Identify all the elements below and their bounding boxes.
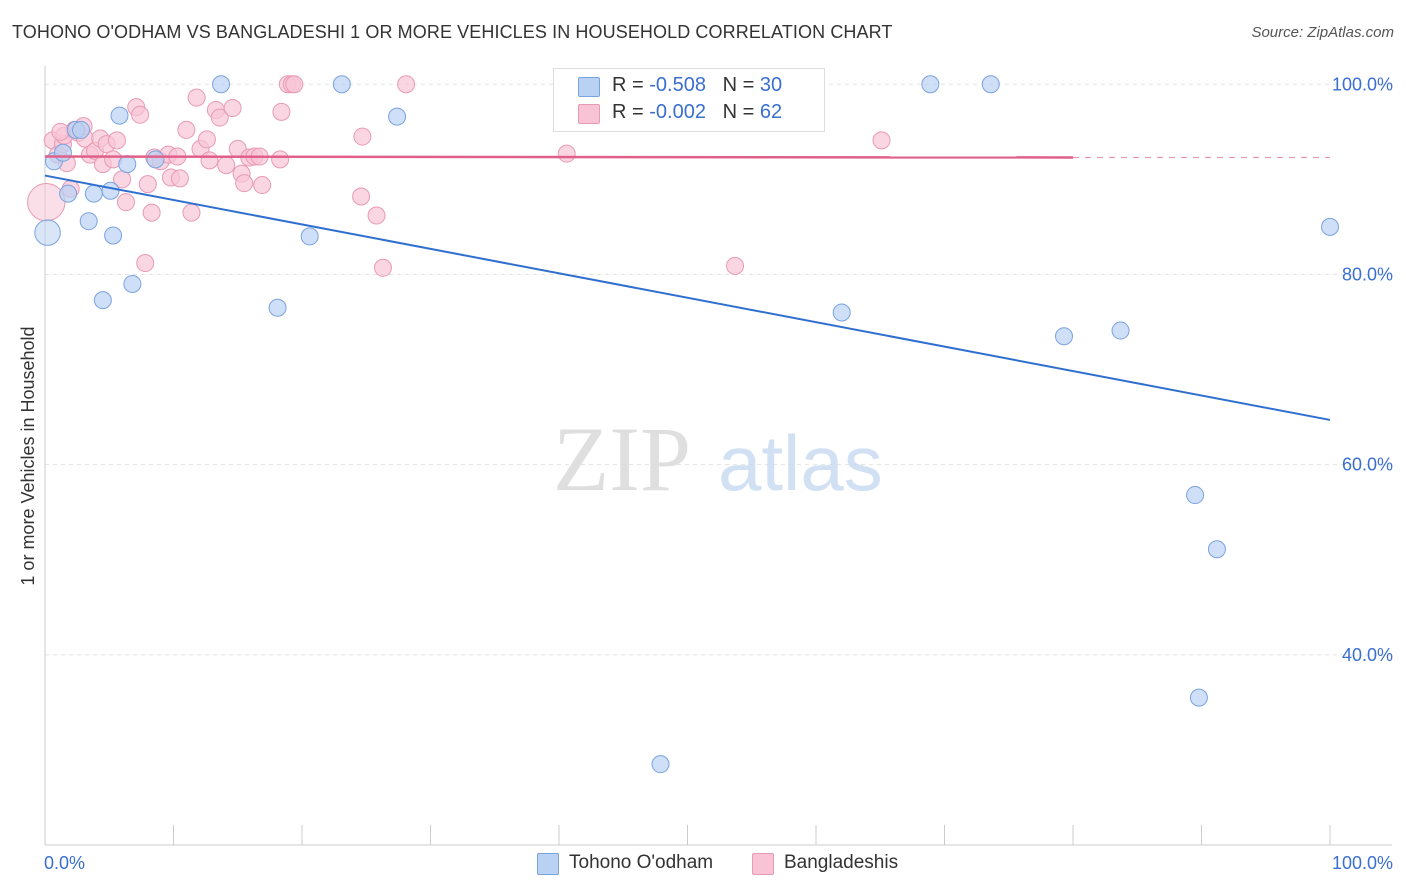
bangladeshi-point xyxy=(27,182,66,222)
chart-title: TOHONO O'ODHAM VS BANGLADESHI 1 OR MORE … xyxy=(12,22,893,42)
bangladeshi-point xyxy=(142,203,161,222)
tohono-point xyxy=(651,755,670,774)
bangladeshi-point xyxy=(51,122,70,141)
bangladeshi-point xyxy=(200,151,219,170)
bangladeshi-point xyxy=(253,176,272,195)
tohono-point xyxy=(93,291,112,310)
tohono-point xyxy=(123,274,142,293)
bangladeshi-point xyxy=(872,131,891,150)
legend-label-bangladeshis: Bangladeshis xyxy=(784,852,899,873)
bangladeshi-point xyxy=(223,99,242,118)
bangladeshi-point xyxy=(557,144,576,163)
tohono-point xyxy=(110,106,129,125)
tohono-point xyxy=(146,150,165,169)
tohono-point xyxy=(332,75,351,94)
bangladeshi-point xyxy=(272,102,291,121)
bangladeshi-point xyxy=(217,156,236,175)
legend-stats-bangladeshi: R = -0.002 N = 62 xyxy=(612,101,783,123)
y-tick-label: 80.0% xyxy=(1342,264,1393,284)
x-tick-label-max: 100.0% xyxy=(1332,853,1393,873)
x-tick-label-min: 0.0% xyxy=(44,853,85,873)
gridlines xyxy=(45,83,1392,656)
legend-stats-tohono: R = -0.508 N = 30 xyxy=(612,74,783,96)
tohono-point xyxy=(268,298,287,317)
legend-swatch-bangladeshi xyxy=(578,104,600,124)
watermark-atlas: atlas xyxy=(718,419,883,507)
tohono-point xyxy=(84,184,103,203)
tohono-point xyxy=(1207,540,1226,559)
legend-swatch-tohono xyxy=(578,77,600,97)
legend-swatch-bangladeshis-bottom xyxy=(752,853,774,875)
tohono-point xyxy=(212,75,231,94)
tohono-point xyxy=(59,184,78,203)
bangladeshi-point xyxy=(197,130,216,149)
tohono-point xyxy=(921,75,940,94)
trend-lines xyxy=(44,155,1331,421)
tohono-point xyxy=(1186,486,1205,505)
bangladeshi-point xyxy=(177,120,196,139)
y-tick-label: 40.0% xyxy=(1342,645,1393,665)
legend-label-tohono: Tohono O'odham xyxy=(569,852,714,873)
bangladeshi-point xyxy=(170,169,189,188)
tohono-trend-line xyxy=(44,174,1331,421)
tohono-point xyxy=(981,75,1000,94)
bangladeshi-point xyxy=(367,206,386,225)
tohono-point xyxy=(53,143,72,162)
bangladeshi-point xyxy=(285,75,304,94)
correlation-legend: R = -0.508 N = 30 R = -0.002 N = 62 xyxy=(553,68,825,132)
y-tick-label: 60.0% xyxy=(1342,455,1393,475)
tohono-point xyxy=(104,226,123,245)
tohono-point xyxy=(34,219,61,246)
tohono-point xyxy=(1189,688,1208,707)
bangladeshi-point xyxy=(210,108,229,127)
legend-swatch-tohono-bottom xyxy=(537,853,559,875)
bangladeshi-point xyxy=(726,256,745,275)
bangladeshi-point xyxy=(136,254,155,273)
tohono-point xyxy=(79,212,98,231)
bangladeshi-point xyxy=(107,131,126,150)
tohono-point xyxy=(1055,327,1074,346)
bangladeshi-point xyxy=(397,75,416,94)
axes xyxy=(44,66,1392,846)
bangladeshi-point xyxy=(235,174,254,193)
bangladeshi-point xyxy=(138,175,157,194)
tohono-point xyxy=(1321,217,1339,236)
tohono-point xyxy=(388,107,407,126)
bangladeshi-point xyxy=(373,258,392,277)
y-tick-label: 100.0% xyxy=(1332,74,1393,94)
watermark-zip: ZIP xyxy=(553,408,691,510)
tohono-point xyxy=(832,303,851,322)
tohono-point xyxy=(300,227,319,246)
bangladeshi-point xyxy=(353,127,372,146)
source-label: Source: ZipAtlas.com xyxy=(1251,24,1394,41)
bangladeshi-point xyxy=(271,150,290,169)
bangladeshi-point xyxy=(116,193,135,212)
bangladeshi-point xyxy=(182,203,201,222)
tick-labels: 40.0% 60.0% 80.0% 100.0% 0.0% 100.0% xyxy=(44,74,1393,873)
tohono-points xyxy=(34,75,1339,774)
tohono-point xyxy=(118,155,137,174)
bangladeshi-trend-line xyxy=(44,155,1074,159)
tohono-point xyxy=(71,120,90,139)
tohono-point xyxy=(101,181,120,200)
y-axis-label: 1 or more Vehicles in Household xyxy=(18,326,38,585)
tohono-point xyxy=(1111,321,1130,340)
bangladeshi-point xyxy=(131,105,150,124)
bangladeshi-point xyxy=(187,88,206,107)
bangladeshi-point xyxy=(352,187,371,206)
bangladeshis-points xyxy=(27,75,891,277)
